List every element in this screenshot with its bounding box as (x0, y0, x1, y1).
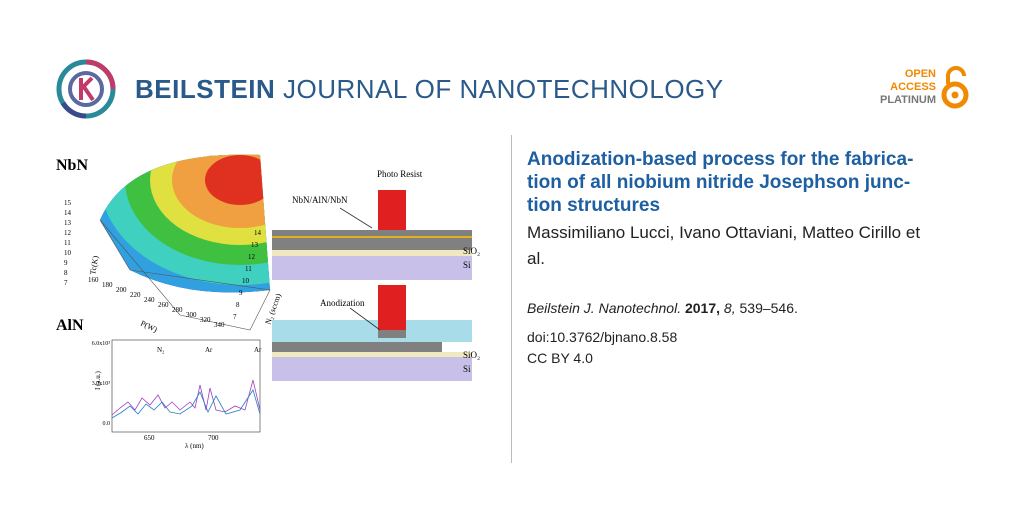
x-tick: 260 (158, 301, 169, 309)
spectrum-label: AlN (56, 317, 84, 334)
peak-label: N₂ (157, 346, 165, 354)
y-tick: 10 (242, 277, 250, 285)
z-tick: 10 (64, 249, 72, 257)
label: Anodization (320, 298, 365, 308)
z-tick: 9 (64, 259, 68, 267)
journal-bold: BEILSTEIN (135, 74, 276, 104)
label: Si (463, 260, 471, 270)
label: NbN/AlN/NbN (292, 195, 348, 205)
spectrum-x-tick: 700 (208, 434, 219, 442)
surface (100, 154, 270, 293)
x-tick: 320 (200, 316, 211, 324)
x-tick: 240 (144, 296, 155, 304)
graphical-abstract: NbN Tc(K) P(W) N₂ (sccm) AlN λ (nm) I (a… (56, 154, 480, 450)
divider (511, 135, 512, 463)
logo (56, 59, 116, 119)
x-tick: 220 (130, 291, 141, 299)
citation: Beilstein J. Nanotechnol. 2017, 8, 539–5… (527, 300, 798, 316)
x-tick: 180 (102, 281, 113, 289)
access-open: OPEN (904, 68, 936, 80)
journal-rest: JOURNAL OF NANOTECHNOLOGY (283, 74, 724, 104)
z-tick: 12 (64, 229, 72, 237)
x-tick: 340 (214, 321, 225, 329)
spectrum-x-axis: λ (nm) (185, 442, 204, 450)
y-tick: 13 (251, 241, 259, 249)
authors: Massimiliano Lucci, Ivano Ottaviani, Mat… (527, 220, 920, 272)
z-tick: 14 (64, 209, 72, 217)
article-title: Anodization-based process for the fabric… (527, 148, 913, 217)
title-line: Anodization-based process for the fabric… (527, 149, 914, 170)
spectrum-y-tick: 3.0x10³ (92, 381, 111, 387)
author-line: Massimiliano Lucci, Ivano Ottaviani, Mat… (527, 223, 921, 242)
label: SiO₂ (463, 350, 480, 360)
title-line: tion of all niobium nitride Josephson ju… (527, 172, 911, 193)
journal-name: BEILSTEIN JOURNAL OF NANOTECHNOLOGY (135, 74, 724, 105)
z-axis-label: Tc(K) (88, 255, 100, 276)
y-tick: 11 (245, 265, 252, 273)
z-tick: 8 (64, 269, 68, 277)
doi: doi:10.3762/bjnano.8.58 (527, 329, 678, 345)
title-line: tion structures (527, 195, 661, 216)
access-access: ACCESS (890, 81, 936, 93)
z-tick: 11 (64, 239, 71, 247)
citation-journal: Beilstein J. Nanotechnol. (527, 300, 682, 316)
z-tick: 15 (64, 199, 72, 207)
y-tick: 8 (236, 301, 240, 309)
author-line: al. (527, 249, 545, 268)
process-labels: Photo Resist NbN/AlN/NbN SiO₂ Si Anodiza… (292, 169, 480, 374)
y-tick: 7 (233, 313, 237, 321)
spectrum-y-tick: 0.0 (103, 421, 111, 427)
citation-volume: 8, (723, 300, 736, 316)
open-access: OPEN ACCESS PLATINUM (868, 68, 936, 107)
peak-label: Ar (254, 346, 262, 354)
label: SiO₂ (463, 246, 480, 256)
x-tick: 160 (88, 276, 99, 284)
access-platinum: PLATINUM (879, 94, 936, 106)
spectrum-y-axis: I (a.u.) (94, 370, 102, 390)
z-tick: 13 (64, 219, 72, 227)
x-axis-label: P(W) (139, 319, 159, 335)
license: CC BY 4.0 (527, 350, 593, 366)
label: Si (463, 364, 471, 374)
label: Photo Resist (377, 169, 423, 179)
y-tick: 12 (248, 253, 256, 261)
peak-label: Ar (205, 346, 213, 354)
citation-pages: 539–546. (739, 300, 798, 316)
y-tick: 9 (239, 289, 243, 297)
x-tick: 200 (116, 286, 127, 294)
x-tick: 280 (172, 306, 183, 314)
spectrum-x-tick: 650 (144, 434, 155, 442)
z-tick: 7 (64, 279, 68, 287)
x-tick: 300 (186, 311, 197, 319)
y-tick: 14 (254, 229, 262, 237)
citation-year: 2017, (684, 300, 721, 316)
surface-label: NbN (56, 157, 88, 174)
spectrum-y-tick: 6.0x10³ (92, 341, 111, 347)
open-access-icon (941, 66, 969, 109)
